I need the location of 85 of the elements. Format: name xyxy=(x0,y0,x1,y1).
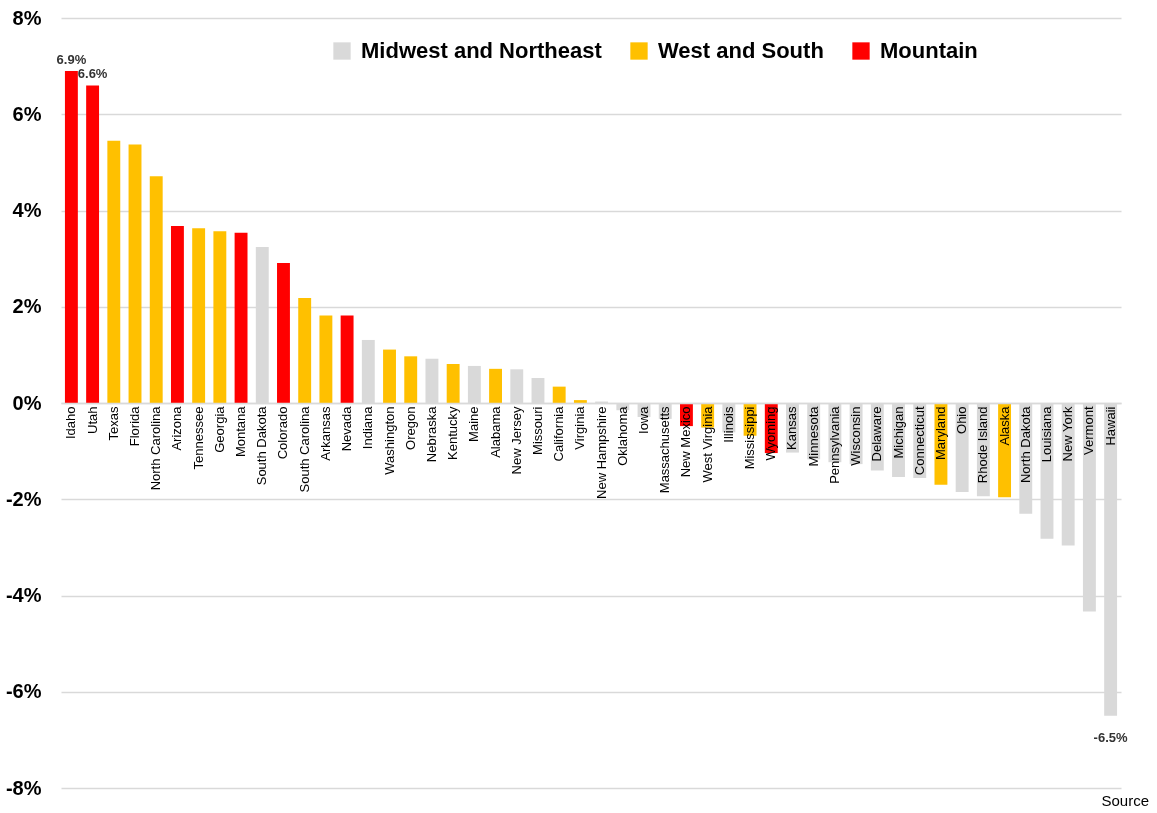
x-tick-label: Iowa xyxy=(636,405,652,434)
bar xyxy=(489,368,503,403)
bar xyxy=(404,356,418,403)
x-tick-label: Arizona xyxy=(169,405,185,451)
bar xyxy=(86,85,100,403)
x-tick-label: Montana xyxy=(233,405,249,458)
x-tick-label: Oklahoma xyxy=(614,405,630,466)
x-tick-label: Kansas xyxy=(784,406,800,450)
data-label: -6.5% xyxy=(1093,729,1129,745)
bar xyxy=(552,386,566,403)
bar xyxy=(573,400,587,403)
x-tick-label: North Dakota xyxy=(1017,405,1033,484)
bar xyxy=(170,225,184,403)
y-tick-label: -2% xyxy=(5,487,42,510)
bar xyxy=(340,315,354,403)
x-tick-label: Idaho xyxy=(63,406,79,440)
x-tick-label: Nevada xyxy=(339,405,355,452)
y-tick-label: 8% xyxy=(12,6,42,29)
bar xyxy=(149,176,163,403)
x-tick-label: West Virginia xyxy=(699,405,715,483)
x-tick-label: Louisiana xyxy=(1038,405,1054,463)
x-tick-label: Massachusetts xyxy=(657,406,673,494)
bar xyxy=(234,232,248,403)
bar xyxy=(64,70,78,403)
x-tick-label: Alabama xyxy=(487,405,503,458)
x-tick-label: Tennessee xyxy=(190,406,206,470)
x-tick-label: Georgia xyxy=(211,405,227,453)
x-tick-label: Pennsylvania xyxy=(826,405,842,484)
legend-label: Mountain xyxy=(880,38,978,63)
x-tick-label: Alaska xyxy=(996,405,1012,446)
x-tick-label: North Carolina xyxy=(148,405,164,491)
legend-label: Midwest and Northeast xyxy=(361,38,603,63)
x-tick-label: Missouri xyxy=(529,406,545,455)
legend-label: West and South xyxy=(658,38,824,63)
x-tick-label: Kentucky xyxy=(445,406,461,460)
text: Source xyxy=(1101,792,1149,809)
x-tick-label: New York xyxy=(1060,406,1076,462)
bar xyxy=(446,364,460,403)
x-tick-label: Florida xyxy=(127,405,143,447)
y-tick-label: -4% xyxy=(5,584,42,606)
bar xyxy=(383,349,396,403)
x-tick-label: Maryland xyxy=(932,406,948,460)
y-tick-label: 4% xyxy=(12,199,42,221)
x-tick-label: Illinois xyxy=(720,406,736,443)
x-tick-label: Michigan xyxy=(890,406,906,459)
x-tick-label: Washington xyxy=(381,406,397,475)
x-tick-label: Wisconsin xyxy=(848,406,864,466)
x-tick-label: Colorado xyxy=(275,406,291,460)
y-tick-label: 0% xyxy=(12,391,42,414)
bar xyxy=(128,144,142,403)
y-tick-label: -8% xyxy=(5,776,42,799)
x-tick-label: Connecticut xyxy=(911,406,927,476)
y-tick-label: 6% xyxy=(12,102,42,125)
data-label: 6.6% xyxy=(77,66,108,82)
bar xyxy=(298,298,312,403)
x-tick-label: Utah xyxy=(84,406,100,434)
x-tick-label: Delaware xyxy=(869,406,885,462)
y-tick-label: -6% xyxy=(5,680,42,703)
bar xyxy=(319,315,333,403)
y-tick-label: 2% xyxy=(12,295,42,318)
x-tick-label: Nebraska xyxy=(423,405,439,463)
x-tick-label: New Hampshire xyxy=(593,406,609,499)
x-tick-label: Arkansas xyxy=(317,406,333,461)
x-tick-label: California xyxy=(551,405,567,462)
x-tick-label: Minnesota xyxy=(805,405,821,467)
x-tick-label: New Mexico xyxy=(678,406,694,478)
bar xyxy=(192,228,206,403)
x-tick-label: Maine xyxy=(466,406,482,442)
x-tick-label: Vermont xyxy=(1081,406,1097,455)
x-tick-label: South Carolina xyxy=(296,405,312,493)
bar xyxy=(277,262,290,403)
x-tick-label: South Dakota xyxy=(254,405,270,486)
x-tick-label: Oregon xyxy=(402,406,418,450)
x-tick-label: Indiana xyxy=(360,405,376,450)
x-tick-label: Mississippi xyxy=(742,406,758,470)
data-label: 6.9% xyxy=(56,51,87,67)
x-tick-label: Rhode Island xyxy=(975,406,991,484)
bar xyxy=(107,140,121,403)
x-tick-label: Wyoming xyxy=(763,406,779,461)
x-tick-label: Hawaii xyxy=(1102,406,1118,446)
x-tick-label: New Jersey xyxy=(508,406,524,475)
bar xyxy=(213,231,227,403)
x-tick-label: Texas xyxy=(105,406,121,441)
x-tick-label: Ohio xyxy=(954,406,970,434)
x-tick-label: Virginia xyxy=(572,405,588,450)
